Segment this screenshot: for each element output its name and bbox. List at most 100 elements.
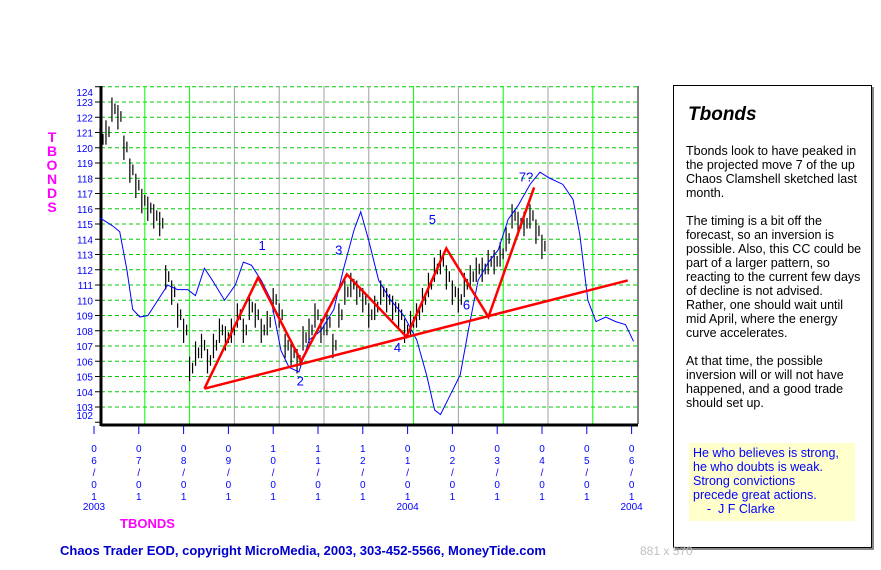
x-tick-label: / bbox=[630, 468, 633, 479]
y-axis-label: S bbox=[47, 199, 56, 215]
y-tick-label: 110 bbox=[77, 296, 93, 307]
x-tick-label: 1 bbox=[360, 444, 366, 455]
price-chart: 1021031041051061071081091101111121131141… bbox=[47, 86, 643, 531]
x-tick-label: 0 bbox=[315, 480, 321, 491]
y-tick-label: 115 bbox=[77, 220, 93, 231]
x-tick-label: 1 bbox=[315, 444, 321, 455]
y-tick-label: 111 bbox=[78, 281, 94, 292]
x-tick-label: 1 bbox=[315, 492, 321, 503]
x-tick-label: 1 bbox=[270, 492, 276, 503]
x-tick-label: 0 bbox=[584, 444, 590, 455]
y-tick-label: 104 bbox=[76, 388, 93, 399]
x-tick-label: 0 bbox=[270, 456, 276, 467]
x-tick-label: 0 bbox=[629, 444, 635, 455]
y-tick-label: 120 bbox=[76, 144, 93, 155]
x-tick-label: 6 bbox=[629, 456, 635, 467]
x-tick-label: / bbox=[541, 468, 544, 479]
y-tick-label: 102 bbox=[76, 411, 93, 422]
x-tick-label: 0 bbox=[405, 480, 411, 491]
y-tick-label: 116 bbox=[77, 205, 93, 216]
x-tick-label: 4 bbox=[539, 456, 545, 467]
x-tick-label: 0 bbox=[539, 480, 545, 491]
y-tick-label: 107 bbox=[76, 342, 93, 353]
y-tick-label: 113 bbox=[77, 251, 93, 262]
x-tick-label: 7 bbox=[136, 456, 142, 467]
wave-label: 1 bbox=[259, 238, 266, 253]
wave-label: 6 bbox=[463, 297, 470, 312]
year-label: 2003 bbox=[83, 502, 106, 513]
paragraph: The timing is a bit off the forecast, so… bbox=[686, 214, 862, 340]
wave-label: 2 bbox=[297, 374, 304, 389]
paragraph: Tbonds look to have peaked in the projec… bbox=[686, 144, 857, 200]
x-tick-label: 1 bbox=[270, 444, 276, 455]
x-tick-label: 0 bbox=[181, 480, 187, 491]
x-tick-label: 0 bbox=[226, 444, 232, 455]
y-tick-label: 122 bbox=[76, 113, 93, 124]
year-label: 2004 bbox=[396, 502, 419, 513]
x-tick-label: 0 bbox=[136, 444, 142, 455]
x-tick-label: 1 bbox=[629, 492, 635, 503]
commentary-panel: Tbonds Tbonds look to have peaked in the… bbox=[673, 85, 872, 548]
year-label: 2004 bbox=[620, 502, 643, 513]
x-tick-label: 1 bbox=[539, 492, 545, 503]
series-label: TBONDS bbox=[120, 516, 175, 531]
y-tick-label: 112 bbox=[77, 266, 93, 277]
quote-line: he who doubts is weak. bbox=[693, 460, 823, 474]
x-tick-label: 0 bbox=[136, 480, 142, 491]
paragraph: At that time, the possible inversion wil… bbox=[686, 354, 844, 410]
quote-author: - J F Clarke bbox=[693, 502, 775, 516]
x-tick-label: / bbox=[137, 468, 140, 479]
x-tick-label: 1 bbox=[360, 492, 366, 503]
x-tick-label: 1 bbox=[315, 456, 321, 467]
quote-box: He who believes is strong, he who doubts… bbox=[689, 443, 855, 521]
support-trendline bbox=[204, 279, 629, 390]
x-tick-label: 0 bbox=[450, 480, 456, 491]
x-tick-label: 2 bbox=[360, 456, 366, 467]
copyright-footer: Chaos Trader EOD, copyright MicroMedia, … bbox=[60, 543, 546, 558]
wave-label: 7? bbox=[519, 169, 533, 184]
x-tick-label: 5 bbox=[584, 456, 590, 467]
y-tick-label: 105 bbox=[76, 373, 93, 384]
energy-curve bbox=[99, 171, 635, 416]
x-tick-label: 0 bbox=[270, 480, 276, 491]
y-tick-label: 121 bbox=[76, 129, 93, 140]
x-tick-label: 0 bbox=[494, 480, 500, 491]
x-tick-label: / bbox=[93, 468, 96, 479]
x-tick-label: 3 bbox=[494, 456, 500, 467]
x-tick-label: / bbox=[406, 468, 409, 479]
y-axis-label: O bbox=[47, 157, 58, 173]
x-tick-label: 0 bbox=[91, 480, 97, 491]
x-tick-label: 6 bbox=[91, 456, 97, 467]
quote-line: precede great actions. bbox=[693, 488, 817, 502]
x-tick-label: 0 bbox=[91, 444, 97, 455]
y-tick-label: 124 bbox=[76, 88, 93, 99]
x-tick-label: 0 bbox=[226, 480, 232, 491]
x-tick-label: / bbox=[361, 468, 364, 479]
x-tick-label: 1 bbox=[226, 492, 232, 503]
panel-text: Tbonds look to have peaked in the projec… bbox=[686, 144, 866, 424]
x-tick-label: / bbox=[317, 468, 320, 479]
panel-title: Tbonds bbox=[688, 104, 757, 125]
wave-label: 5 bbox=[429, 212, 436, 227]
x-tick-label: / bbox=[182, 468, 185, 479]
x-tick-label: 0 bbox=[450, 444, 456, 455]
y-axis-label: B bbox=[47, 143, 57, 159]
y-tick-label: 103 bbox=[76, 403, 93, 414]
x-tick-label: 1 bbox=[584, 492, 590, 503]
y-tick-label: 114 bbox=[77, 235, 93, 246]
x-tick-label: 8 bbox=[181, 456, 187, 467]
x-tick-label: 0 bbox=[629, 480, 635, 491]
y-tick-label: 117 bbox=[77, 190, 93, 201]
x-tick-label: 1 bbox=[136, 492, 142, 503]
x-tick-label: 2 bbox=[450, 456, 456, 467]
x-tick-label: / bbox=[227, 468, 230, 479]
x-tick-label: 1 bbox=[91, 492, 97, 503]
wave-label: 4 bbox=[394, 340, 401, 355]
quote-line: Strong convictions bbox=[693, 474, 796, 488]
y-tick-label: 118 bbox=[77, 174, 93, 185]
x-tick-label: 1 bbox=[494, 492, 500, 503]
y-tick-label: 119 bbox=[77, 159, 93, 170]
x-tick-label: / bbox=[451, 468, 454, 479]
x-tick-label: 0 bbox=[181, 444, 187, 455]
x-tick-label: 0 bbox=[539, 444, 545, 455]
